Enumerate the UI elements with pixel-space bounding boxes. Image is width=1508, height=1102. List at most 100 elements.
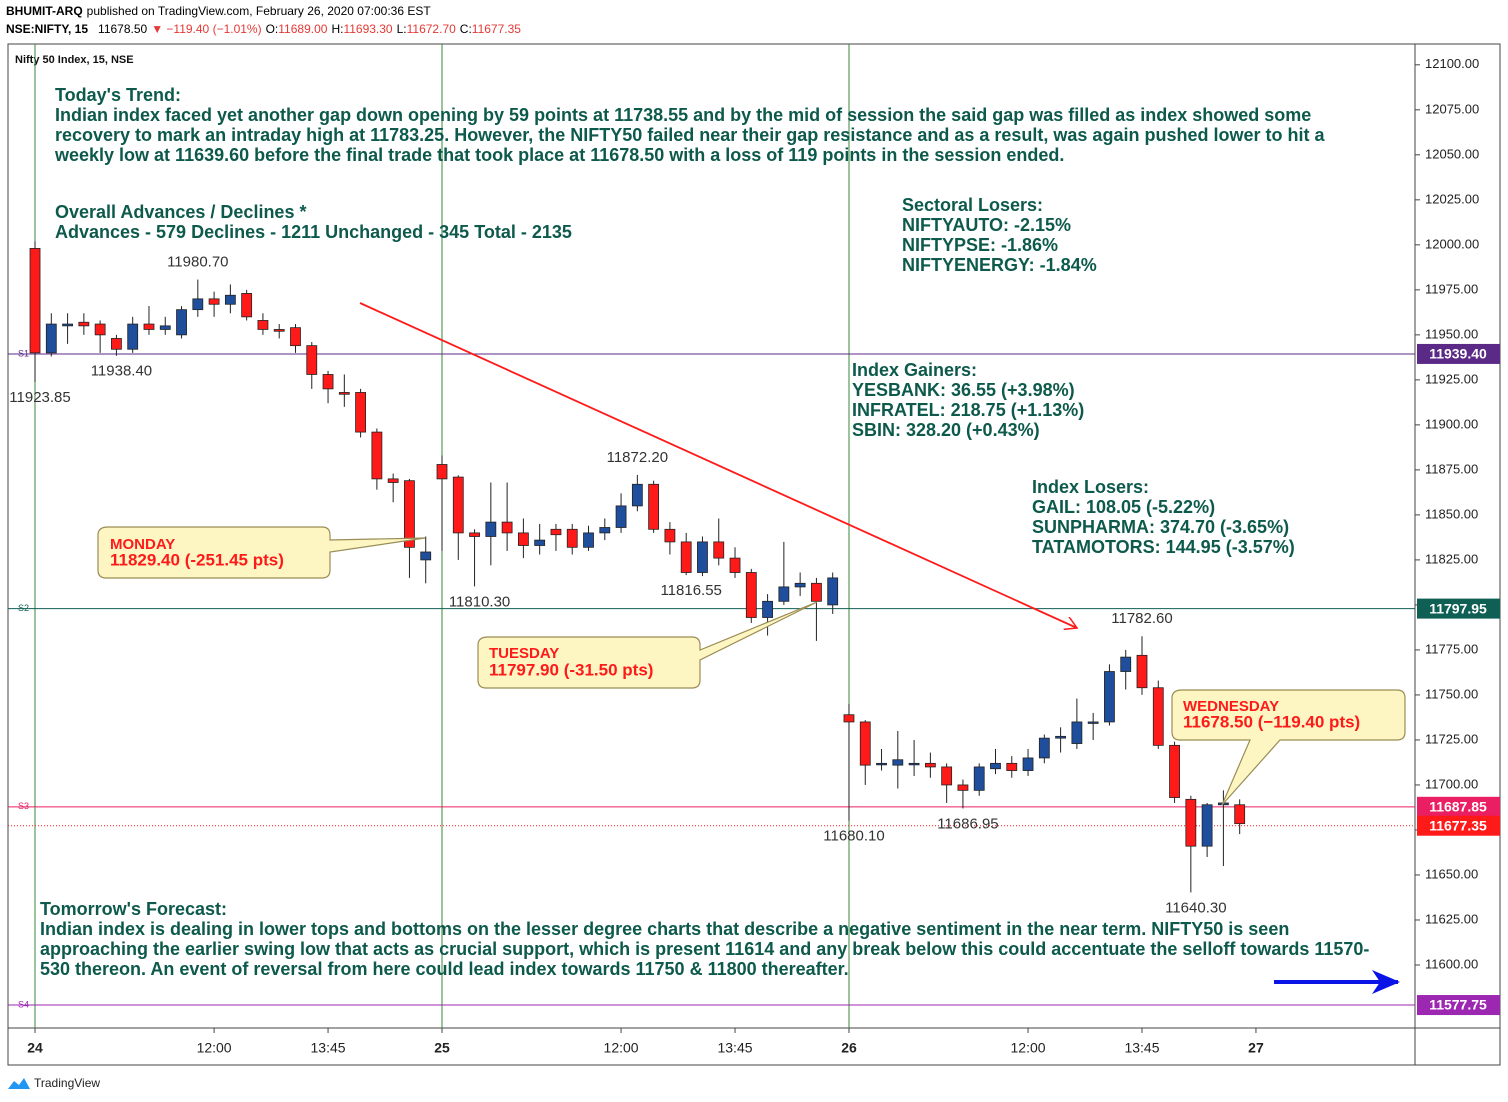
candle-body (29, 248, 41, 354)
candle-body (729, 557, 741, 573)
y-tick-label: 12000.00 (1425, 236, 1479, 251)
callout-title: WEDNESDAY (1183, 698, 1279, 715)
ohlc-label: L: (397, 22, 407, 36)
candle-body (713, 541, 725, 559)
candle-body (159, 325, 171, 330)
candle-body (290, 327, 301, 347)
x-tick-label: 13:45 (311, 1040, 346, 1056)
frame (7, 43, 1501, 1066)
note-title: Today's Trend: (55, 85, 181, 105)
callout-box (477, 601, 818, 689)
callout-text: 11678.50 (−119.40 pts) (1183, 712, 1360, 731)
level-label: 11687.85 (1429, 799, 1487, 815)
callout-text: 11797.90 (-31.50 pts) (489, 660, 653, 679)
breadth-note: Overall Advances / Declines * Advances -… (55, 202, 572, 242)
low-label: 11810.30 (449, 593, 510, 610)
gainers-note: Index Gainers: YESBANK: 36.55 (+3.98%) I… (852, 360, 1084, 440)
y-tick-label: 11700.00 (1425, 776, 1478, 791)
candle-body (78, 321, 90, 327)
last: 11678.50 (98, 22, 147, 36)
candle-body (224, 294, 236, 305)
candle-body (1152, 687, 1164, 746)
candle-body (436, 464, 448, 480)
note-title: Index Gainers: (852, 360, 978, 380)
candle-body (1038, 737, 1050, 759)
candle-body (924, 762, 936, 768)
candle-body (1201, 804, 1213, 847)
x-tick-label: 13:45 (1124, 1040, 1159, 1056)
candle-body (794, 582, 806, 588)
note-title: Index Losers: (1032, 477, 1150, 497)
candle-body (908, 762, 920, 766)
symbol: NSE:NIFTY, 15 (6, 22, 88, 36)
ohlc-value: 11693.30 (343, 22, 392, 36)
candle-body (876, 762, 887, 766)
level-name: S2 (18, 603, 29, 613)
candle-body (859, 721, 871, 766)
candle-body (469, 532, 480, 537)
candle-body (941, 766, 953, 786)
candle-body (94, 323, 106, 336)
losers-note: Index Losers: GAIL: 108.05 (-5.22%) SUNP… (1032, 477, 1295, 557)
x-tick-label: 26 (841, 1040, 857, 1056)
y-tick-label: 12025.00 (1425, 191, 1479, 206)
low-label: 11816.55 (660, 582, 721, 599)
y-tick-label: 11625.00 (1425, 911, 1478, 926)
trend-note: Today's Trend: Indian index faced yet an… (55, 85, 1370, 165)
chart-title: Nifty 50 Index, 15, NSE (15, 54, 134, 66)
candle-body (583, 532, 594, 548)
callout: WEDNESDAY 11678.50 (−119.40 pts) (1171, 689, 1406, 806)
last-price-label: 11677.35 (1429, 817, 1487, 833)
y-tick-label: 11750.00 (1425, 686, 1478, 701)
candle-body (1087, 721, 1099, 724)
callout: MONDAY 11829.40 (-251.45 pts) (97, 526, 426, 579)
ohlc-label: C: (460, 22, 472, 36)
candle-body (1006, 762, 1018, 771)
y-tick-label: 11950.00 (1425, 326, 1478, 341)
candle-body (1120, 656, 1132, 672)
x-tick-label: 12:00 (197, 1040, 232, 1056)
y-tick-label: 11725.00 (1425, 731, 1478, 746)
note-text: Indian index faced yet another gap down … (55, 105, 1325, 165)
level-label: 11577.75 (1429, 997, 1487, 1013)
candle-body (387, 478, 399, 483)
level-name: S3 (18, 801, 29, 811)
candle-body (127, 323, 139, 350)
candle-body (452, 476, 464, 534)
candle-body (1104, 671, 1115, 723)
candle-body (273, 329, 285, 332)
level-tag (1417, 598, 1500, 619)
candle-body (322, 374, 334, 390)
high-label: 11980.70 (167, 254, 228, 271)
level-tag (1417, 995, 1500, 1016)
header: BHUMIT-ARQ published on TradingView.com, … (6, 4, 431, 18)
quote: NSE:NIFTY, 15 11678.50 ▼ −119.40 (−1.01%) O… (6, 22, 521, 36)
candle-body (257, 320, 269, 330)
x-tick-label: 12:00 (604, 1040, 639, 1056)
y-tick-label: 11850.00 (1425, 506, 1478, 521)
candle-body (45, 323, 57, 354)
candle-body (192, 298, 204, 311)
candle-body (501, 521, 513, 534)
low-label: 11923.85 (9, 389, 70, 406)
high-label: 11782.60 (1111, 610, 1172, 627)
callout-box (1171, 689, 1406, 806)
candle-body (485, 521, 497, 537)
brand-logo (8, 1078, 30, 1089)
y-tick-label: 11600.00 (1425, 956, 1478, 971)
note-item: GAIL: 108.05 (-5.22%) (1032, 497, 1216, 517)
candle-body (241, 293, 253, 318)
x-tick-label: 13:45 (717, 1040, 752, 1056)
candle-body (371, 431, 383, 480)
brand: TradingView (34, 1076, 100, 1090)
y-tick-label: 11975.00 (1425, 281, 1478, 296)
candle-body (306, 345, 318, 375)
candle-body (534, 539, 546, 546)
candle-body (517, 532, 529, 546)
candle-body (680, 541, 692, 573)
candle-body (566, 528, 578, 548)
low-label: 11938.40 (91, 363, 152, 380)
y-tick-label: 12050.00 (1425, 146, 1479, 161)
candle-body (697, 541, 708, 573)
